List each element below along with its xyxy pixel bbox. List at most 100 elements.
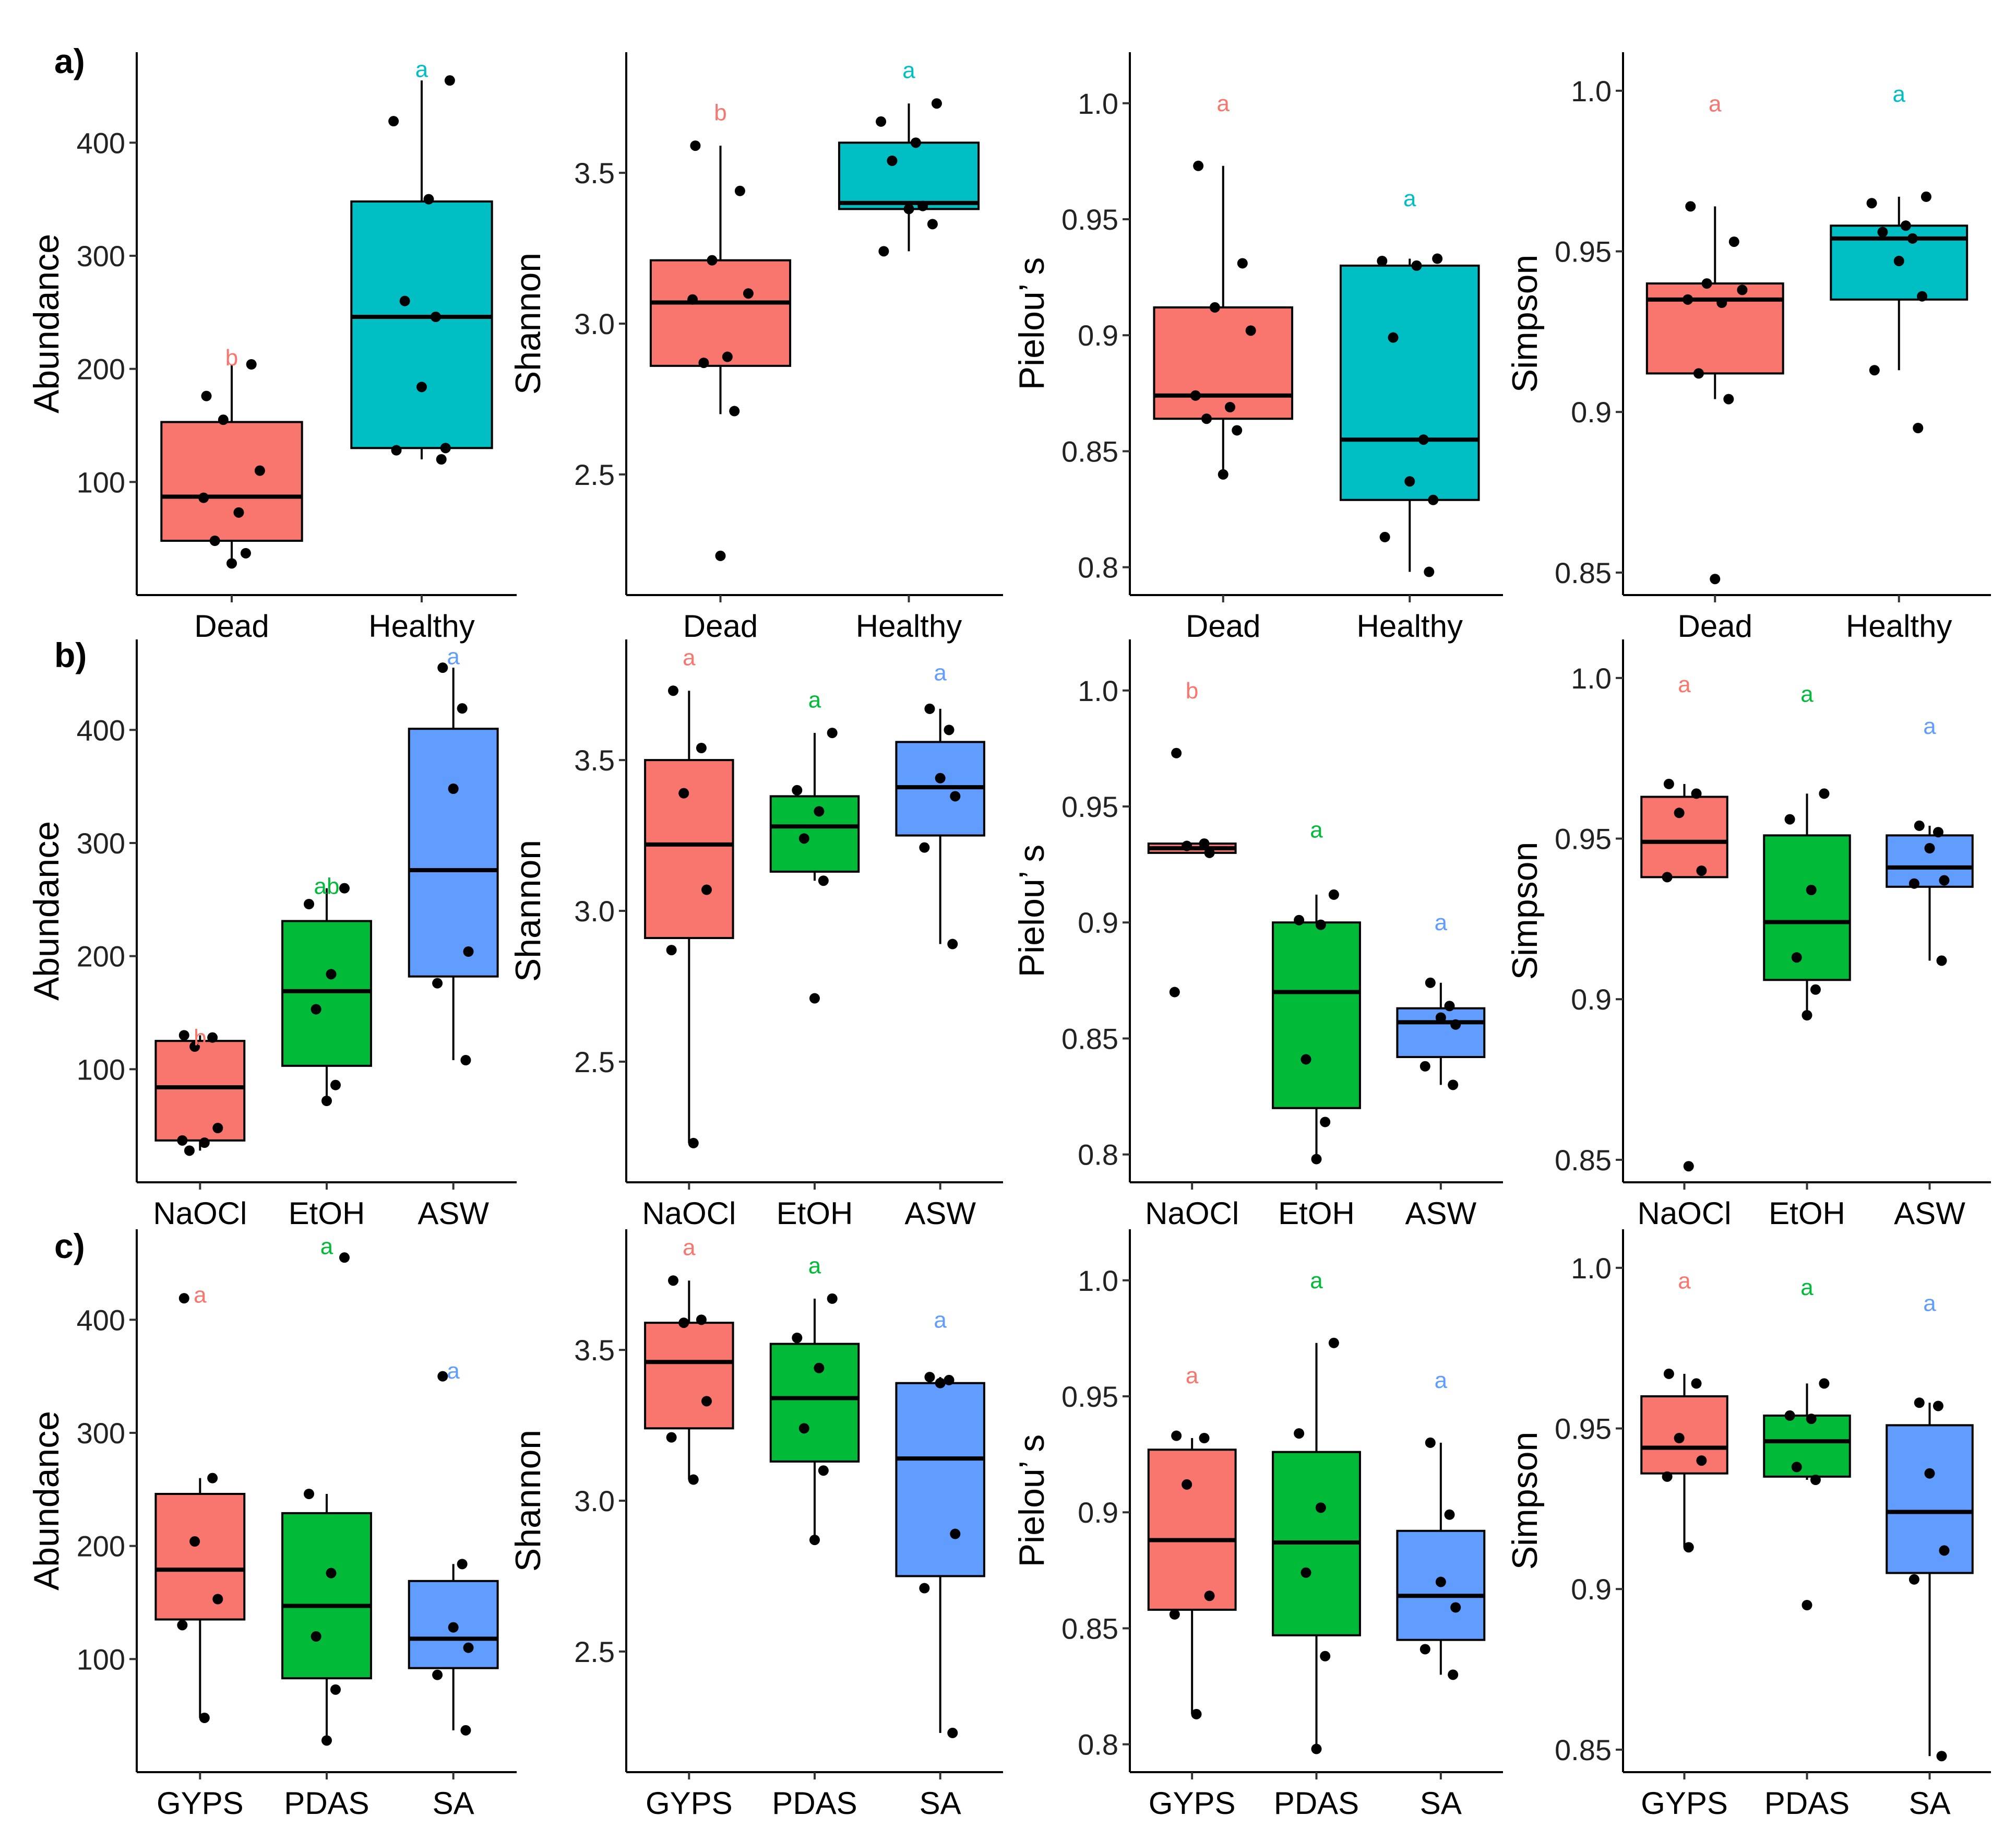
y-tick-label: 100	[77, 1643, 125, 1676]
data-point	[1913, 423, 1924, 433]
significance-letter: a	[934, 660, 947, 686]
category-label: EtOH	[1278, 1196, 1355, 1231]
data-point	[1224, 402, 1235, 412]
data-point	[201, 390, 212, 401]
y-tick-label: 200	[77, 940, 125, 973]
data-point	[189, 1536, 200, 1547]
data-point	[818, 875, 829, 886]
box-Healthy	[838, 141, 980, 210]
data-point	[917, 200, 928, 211]
data-point	[1171, 747, 1182, 758]
data-point	[1320, 1651, 1331, 1661]
data-point	[1435, 1012, 1446, 1023]
box-GYPS	[1640, 1395, 1728, 1475]
data-point	[688, 1474, 699, 1485]
data-point	[184, 1145, 195, 1156]
significance-letter: a	[447, 1358, 460, 1384]
significance-letter: a	[1800, 682, 1814, 707]
y-tick-label: 1.0	[1571, 662, 1612, 695]
data-point	[935, 1378, 946, 1388]
data-point	[1245, 325, 1256, 336]
significance-letter: a	[415, 57, 428, 82]
y-tick-label: 0.8	[1078, 1728, 1118, 1761]
data-point	[1199, 1433, 1210, 1443]
data-point	[432, 978, 443, 989]
data-point	[1328, 1337, 1339, 1348]
box-Healthy	[1339, 264, 1480, 501]
y-tick-label: 0.9	[1571, 1573, 1612, 1606]
data-point	[457, 1559, 468, 1570]
significance-letter: a	[1435, 910, 1448, 935]
data-point	[1693, 368, 1704, 379]
data-point	[814, 806, 825, 817]
data-point	[1819, 788, 1830, 799]
data-point	[919, 1583, 930, 1594]
data-point	[330, 1079, 341, 1090]
y-tick-label: 1.0	[1078, 674, 1118, 707]
box-EtOH	[281, 920, 372, 1067]
y-tick-label: 0.9	[1571, 983, 1612, 1016]
data-point	[399, 295, 410, 306]
box-NaOCl	[644, 759, 734, 939]
box-Dead	[1645, 282, 1784, 375]
y-tick-label: 100	[77, 1053, 125, 1086]
data-point	[944, 1374, 955, 1385]
data-point	[1806, 1414, 1817, 1425]
data-point	[1723, 394, 1734, 405]
data-point	[199, 1137, 210, 1148]
row-label-a: a)	[54, 42, 85, 80]
box-EtOH	[769, 795, 860, 873]
data-point	[809, 993, 820, 1004]
y-tick-label: 400	[77, 714, 125, 746]
data-point	[1683, 1161, 1694, 1172]
y-tick-label: 0.95	[1061, 1380, 1118, 1413]
data-point	[927, 219, 938, 230]
data-point	[696, 743, 707, 753]
data-point	[240, 548, 251, 559]
data-point	[1315, 1502, 1326, 1513]
significance-letter: a	[1435, 1368, 1448, 1393]
category-label: GYPS	[1641, 1786, 1728, 1821]
box-Healthy	[350, 200, 493, 449]
data-point	[432, 1669, 443, 1680]
data-point	[878, 246, 889, 257]
category-label: PDAS	[1764, 1786, 1850, 1821]
box-SA	[895, 1382, 985, 1577]
data-point	[688, 1137, 699, 1148]
data-point	[1936, 1751, 1947, 1762]
data-point	[330, 1684, 341, 1695]
data-point	[1209, 302, 1220, 313]
category-label: PDAS	[772, 1786, 857, 1821]
significance-letter: a	[902, 58, 915, 84]
data-point	[254, 465, 265, 476]
data-point	[1784, 814, 1795, 825]
y-axis-title: Pielou’ s	[1012, 257, 1052, 390]
y-tick-label: 400	[77, 126, 125, 159]
y-tick-label: 3.5	[574, 744, 615, 777]
data-point	[792, 1333, 803, 1343]
data-point	[666, 1432, 677, 1443]
data-point	[199, 1713, 210, 1723]
y-tick-label: 0.95	[1555, 823, 1612, 856]
data-point	[1320, 1117, 1331, 1127]
panel-2-3: 0.85 0.9 0.95 1.0 Simpson GYPS a PDAS a SA a	[1505, 1229, 1991, 1821]
y-tick-label: 0.85	[1061, 1612, 1118, 1645]
y-tick-label: 100	[77, 466, 125, 498]
data-point	[444, 75, 455, 86]
data-point	[339, 1252, 350, 1263]
data-point	[798, 1423, 809, 1434]
data-point	[1914, 820, 1925, 831]
category-label: SA	[1420, 1786, 1462, 1821]
data-point	[233, 507, 244, 518]
y-tick-label: 0.85	[1061, 435, 1118, 468]
panels-group: 100 200 300 400 Abundance Dead b Healthy a 2.5 3.0…	[27, 52, 1991, 1821]
data-point	[311, 1631, 321, 1642]
data-point	[207, 1473, 218, 1483]
data-point	[1802, 1600, 1812, 1610]
data-point	[1201, 413, 1212, 424]
box-NaOCl	[154, 1040, 246, 1142]
data-point	[1716, 298, 1727, 308]
data-point	[1425, 1437, 1436, 1448]
significance-letter: ab	[314, 873, 340, 899]
data-point	[666, 945, 677, 956]
